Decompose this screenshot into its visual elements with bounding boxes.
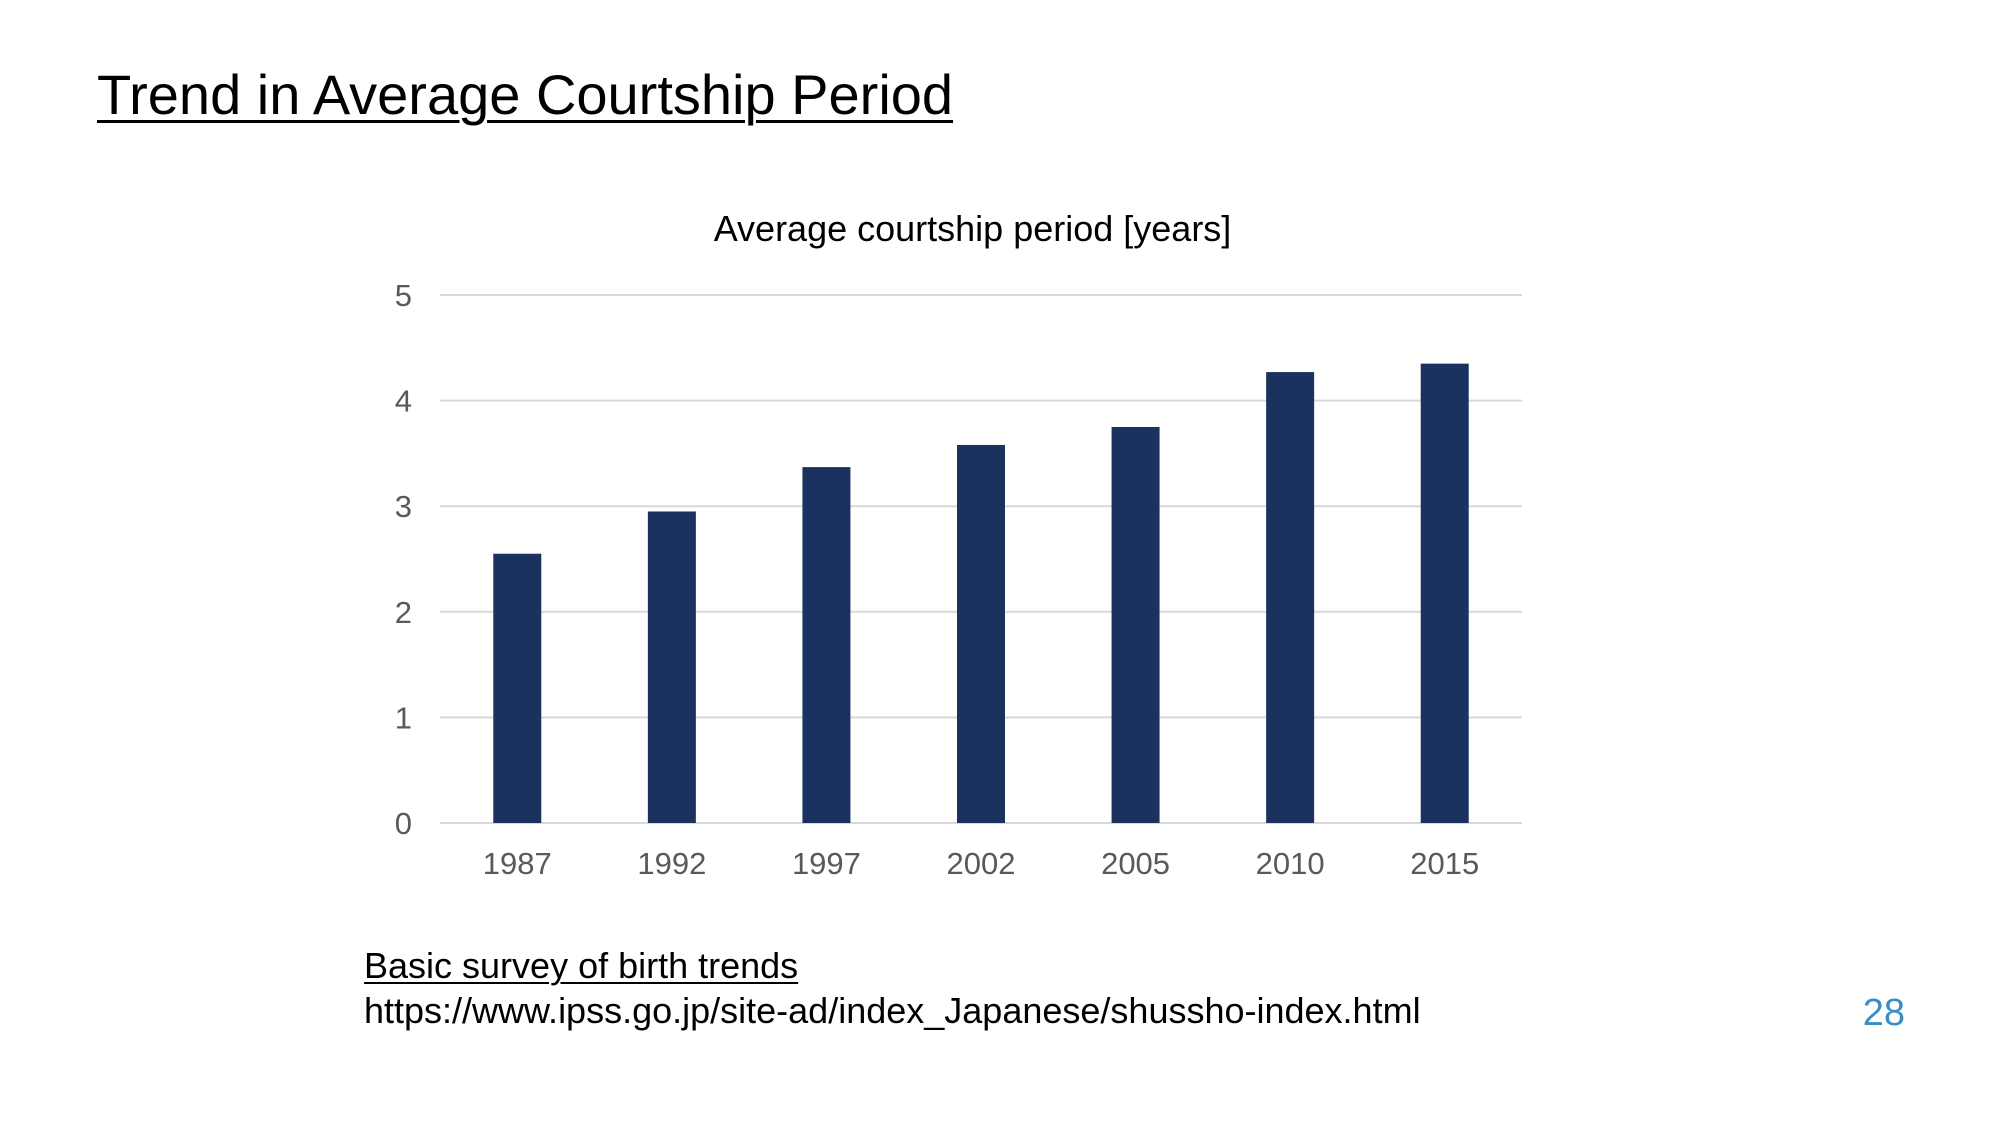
bar-1992 <box>647 511 696 823</box>
bar-1997 <box>802 467 851 823</box>
y-tick-label: 5 <box>395 278 412 313</box>
y-tick-label: 4 <box>395 384 412 419</box>
source-link[interactable]: Basic survey of birth trends <box>364 945 799 986</box>
bar-2005 <box>1111 427 1160 823</box>
x-tick-label: 2010 <box>1256 846 1325 881</box>
chart-bars <box>493 363 1469 823</box>
x-tick-label: 2002 <box>947 846 1016 881</box>
x-tick-label: 1992 <box>637 846 706 881</box>
x-axis-ticks: 1987 1992 1997 2002 2005 2010 2015 <box>483 846 1479 881</box>
y-tick-label: 0 <box>395 806 412 841</box>
page-number: 28 <box>1862 992 1905 1034</box>
source-url: https://www.ipss.go.jp/site-ad/index_Jap… <box>364 990 1421 1031</box>
chart-title: Average courtship period [years] <box>713 208 1232 249</box>
y-tick-label: 1 <box>395 700 412 735</box>
x-tick-label: 2015 <box>1410 846 1479 881</box>
bar-2002 <box>957 444 1005 823</box>
bar-2015 <box>1420 363 1469 823</box>
y-tick-label: 2 <box>395 595 412 630</box>
slide-title: Trend in Average Courtship Period <box>97 63 954 126</box>
bar-1987 <box>493 553 542 823</box>
bar-2010 <box>1266 372 1315 823</box>
x-tick-label: 1997 <box>792 846 861 881</box>
x-tick-label: 2005 <box>1101 846 1170 881</box>
y-axis-ticks: 0 1 2 3 4 5 <box>395 278 412 841</box>
y-tick-label: 3 <box>395 489 412 524</box>
x-tick-label: 1987 <box>483 846 552 881</box>
